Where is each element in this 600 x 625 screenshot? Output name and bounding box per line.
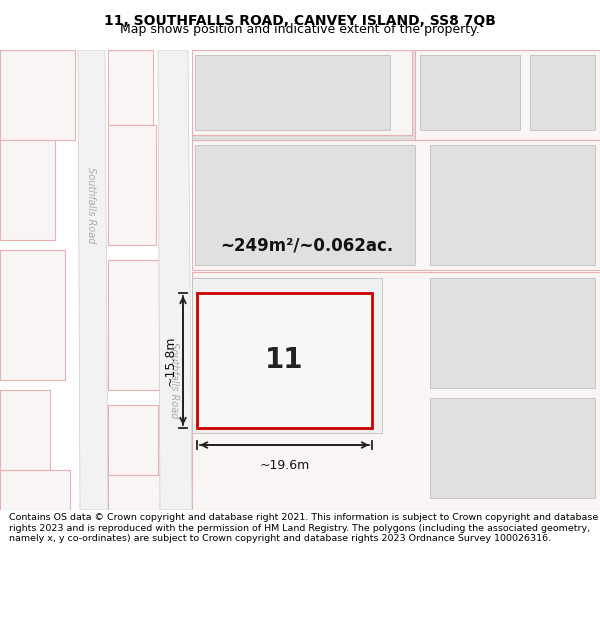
Bar xyxy=(108,50,153,125)
Bar xyxy=(0,140,55,240)
Bar xyxy=(197,293,372,428)
Bar xyxy=(192,50,412,135)
Bar xyxy=(195,55,390,130)
Bar xyxy=(0,470,70,510)
Bar xyxy=(430,145,595,265)
Bar xyxy=(0,50,75,140)
Bar xyxy=(192,272,600,510)
Text: Contains OS data © Crown copyright and database right 2021. This information is : Contains OS data © Crown copyright and d… xyxy=(9,513,598,543)
Bar xyxy=(530,55,595,130)
Bar xyxy=(108,260,160,390)
Polygon shape xyxy=(158,50,192,510)
Polygon shape xyxy=(78,50,108,510)
Bar xyxy=(420,55,520,130)
Text: ~249m²/~0.062ac.: ~249m²/~0.062ac. xyxy=(220,236,393,254)
Text: 11: 11 xyxy=(265,346,304,374)
Bar xyxy=(0,250,65,380)
Text: ~19.6m: ~19.6m xyxy=(259,459,310,472)
Bar xyxy=(192,140,600,270)
Bar xyxy=(192,278,382,433)
Bar xyxy=(108,405,158,475)
Bar xyxy=(108,125,156,245)
Bar xyxy=(415,50,600,140)
Bar xyxy=(0,390,50,470)
Text: 11, SOUTHFALLS ROAD, CANVEY ISLAND, SS8 7QB: 11, SOUTHFALLS ROAD, CANVEY ISLAND, SS8 … xyxy=(104,14,496,28)
Text: Southfalls Road: Southfalls Road xyxy=(86,167,96,243)
Bar xyxy=(192,50,600,140)
Text: ~15.8m: ~15.8m xyxy=(164,335,177,386)
Bar xyxy=(430,278,595,388)
Bar xyxy=(195,145,415,265)
Bar xyxy=(430,398,595,498)
Bar xyxy=(108,475,160,510)
Text: Southfalls Road: Southfalls Road xyxy=(169,342,179,418)
Text: Map shows position and indicative extent of the property.: Map shows position and indicative extent… xyxy=(120,23,480,36)
